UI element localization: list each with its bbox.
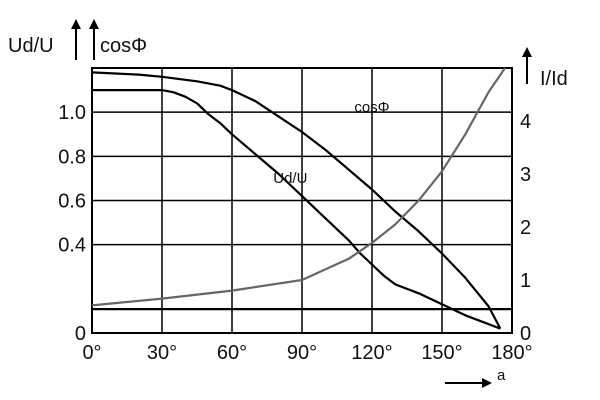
- x-tick-label: 0°: [82, 342, 101, 364]
- y-left-tick-label: 1.0: [58, 102, 86, 124]
- y-right-tick-label: 3: [520, 164, 531, 186]
- curve-label: Ud/U: [273, 170, 307, 187]
- y-left-tick-label: 0.6: [58, 191, 86, 213]
- plot-area: 0° 30° 60° 90° 120° 150° 180°00.40.60.81.00123…: [58, 67, 533, 364]
- series-line-cos: [91, 71, 502, 330]
- x-tick-label: 90°: [287, 342, 317, 364]
- series-line-ud-u: [92, 89, 501, 330]
- x-axis-title: a: [497, 367, 506, 384]
- left-axis-title-ud-u: Ud/U: [8, 35, 54, 57]
- left-axis-title-cosphi: cosΦ: [100, 35, 147, 57]
- x-tick-label: 60°: [217, 342, 247, 364]
- x-tick-label: 180°: [491, 342, 532, 364]
- y-left-tick-label: 0.8: [58, 146, 86, 168]
- x-tick-label: 150°: [421, 342, 462, 364]
- x-tick-label: 120°: [351, 342, 392, 364]
- y-left-tick-label: 0: [75, 323, 86, 345]
- y-right-tick-label: 1: [520, 270, 531, 292]
- y-right-tick-label: 4: [520, 111, 531, 133]
- curve-label: cosΦ: [354, 99, 389, 116]
- y-right-tick-label: 2: [520, 217, 531, 239]
- x-tick-label: 30°: [147, 342, 177, 364]
- right-axis-title-i-id: I/Id: [540, 68, 568, 90]
- y-left-tick-label: 0.4: [58, 235, 86, 257]
- y-right-tick-label: 0: [520, 323, 531, 345]
- series-line-i-id: [91, 67, 506, 307]
